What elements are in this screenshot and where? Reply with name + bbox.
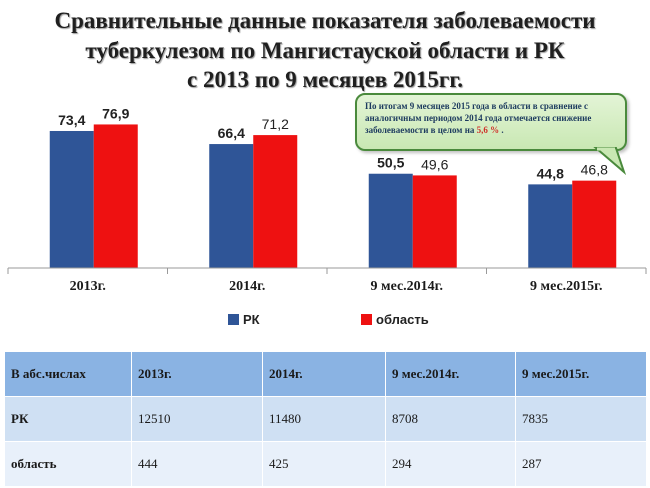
category-label: 2013г. — [70, 279, 106, 294]
bar-value-label: 44,8 — [537, 165, 564, 181]
bar-value-label: 66,4 — [218, 125, 245, 141]
table-header-cell: 9 мес.2015г. — [515, 351, 647, 397]
bar-rk — [49, 130, 94, 268]
legend-item-oblast: область — [361, 312, 429, 327]
bar-value-label: 76,9 — [102, 105, 129, 121]
table-row: область 444 425 294 287 — [4, 441, 647, 487]
title-line-1: Сравнительные данные показателя заболева… — [54, 8, 596, 33]
category-separators — [7, 268, 647, 274]
legend-label-rk: РК — [243, 312, 260, 327]
bars — [49, 124, 617, 268]
bar-oblast — [93, 124, 138, 268]
bar-rk — [528, 184, 573, 268]
table-cell: 425 — [262, 441, 386, 487]
bar-chart: 73,4 76,966,471,250,5 49,644,8 46,8 2013г. 2… — [7, 105, 647, 294]
callout-text: По итогам 9 месяцев 2015 года в области … — [365, 101, 592, 135]
category-label: 2014г. — [229, 279, 265, 294]
bar-rk — [209, 144, 254, 268]
callout-percent: 5,6 % — [476, 125, 500, 135]
bar-oblast — [412, 175, 457, 268]
bar-value-label: 73,4 — [58, 112, 85, 128]
table-cell: 11480 — [262, 396, 386, 442]
bar-value-label: 49,6 — [421, 156, 448, 172]
legend-label-oblast: область — [376, 312, 429, 327]
category-label: 9 мес.2014г. — [371, 279, 443, 294]
table-header-cell: В абс.числах — [4, 351, 132, 397]
callout-tail — [593, 147, 627, 176]
table-header-row: В абс.числах 2013г. 2014г. 9 мес.2014г. … — [4, 351, 647, 397]
bar-value-labels: 73,4 76,9 66,4 71,2 50,5 49,6 44,8 46,8 — [58, 105, 608, 181]
table-row: РК 12510 11480 8708 7835 — [4, 396, 647, 442]
bar-oblast — [572, 180, 617, 268]
data-table: В абс.числах 2013г. 2014г. 9 мес.2014г. … — [4, 351, 647, 487]
callout-end: . — [501, 125, 504, 135]
table-cell: 7835 — [515, 396, 647, 442]
title-line-2: туберкулезом по Мангистауской области и … — [85, 38, 565, 63]
title-line-3: с 2013 по 9 месяцев 2015гг. — [187, 67, 463, 92]
table-cell: 287 — [515, 441, 647, 487]
bar-oblast — [253, 135, 298, 268]
bar-rk — [368, 173, 413, 268]
table-header-cell: 2014г. — [262, 351, 386, 397]
bar-value-label: 46,8 — [581, 162, 608, 178]
table-header-cell: 9 мес.2014г. — [385, 351, 516, 397]
legend-item-rk: РК — [228, 312, 260, 327]
table-cell: 444 — [131, 441, 263, 487]
callout-note: По итогам 9 месяцев 2015 года в области … — [355, 93, 627, 151]
category-labels: 2013г. 2014г. 9 мес.2014г. 9 мес.2015г. — [70, 279, 603, 294]
table-row-label: область — [4, 441, 132, 487]
bar-value-label: 50,5 — [377, 155, 404, 171]
table-header-cell: 2013г. — [131, 351, 263, 397]
table-cell: 12510 — [131, 396, 263, 442]
category-label: 9 мес.2015г. — [530, 279, 602, 294]
bar-value-label: 71,2 — [262, 116, 289, 132]
legend-swatch-rk — [228, 314, 239, 325]
table-cell: 294 — [385, 441, 516, 487]
legend-swatch-oblast — [361, 314, 372, 325]
table-row-label: РК — [4, 396, 132, 442]
table-cell: 8708 — [385, 396, 516, 442]
